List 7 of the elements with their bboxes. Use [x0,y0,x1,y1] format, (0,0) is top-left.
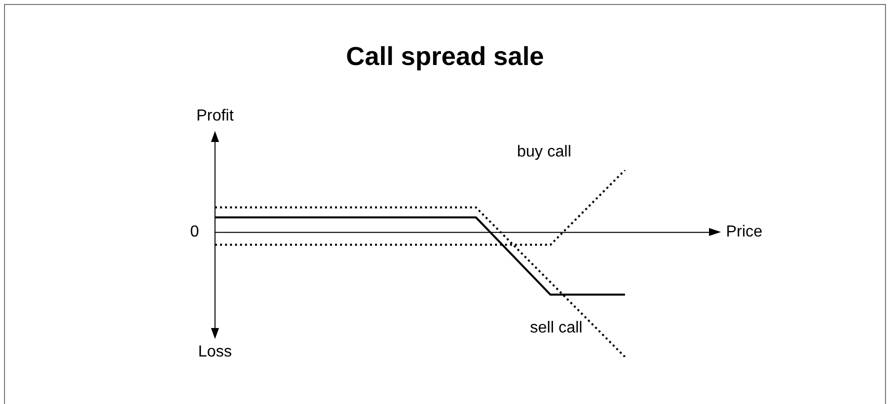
text: Price [726,224,763,241]
chart-title: Call spread sale [346,41,544,72]
annotation: Loss [198,344,232,361]
text: buy call [517,143,572,160]
annotation: 0 [190,224,200,241]
y-axis-title: Profit [196,107,234,124]
series-label: sell call [530,319,582,336]
